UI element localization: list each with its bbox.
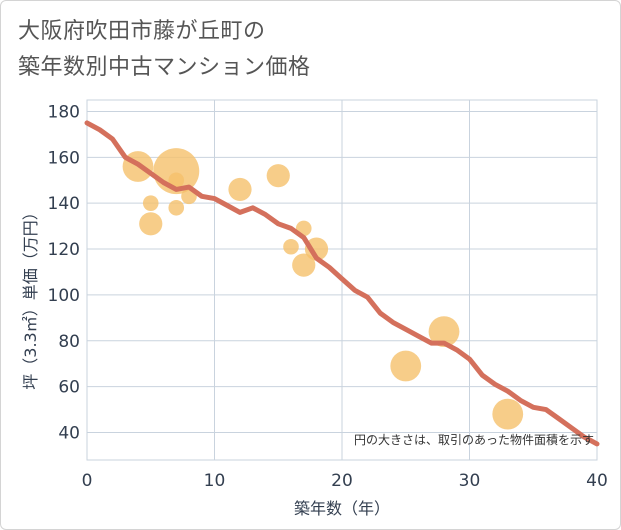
y-tick-label: 140 (48, 194, 80, 214)
bubble-point (139, 212, 163, 236)
y-tick-label: 120 (48, 240, 80, 260)
x-ticks: 0 10 20 30 40 (82, 471, 608, 491)
x-tick-label: 10 (204, 471, 226, 491)
x-axis-label: 築年数（年） (294, 499, 390, 518)
bubble-point (292, 253, 316, 277)
bubble-point (428, 316, 460, 347)
trend-line (84, 120, 600, 447)
bubble-point (492, 398, 524, 430)
x-tick-label: 0 (82, 471, 93, 491)
y-axis-label: 坪（3.3㎡）単価（万円） (21, 204, 40, 389)
title-line-2: 築年数別中古マンション価格 (18, 55, 311, 80)
bubble-size-note: 円の大きさは、取引のあった物件面積を示す (354, 432, 594, 447)
bubble-point (228, 177, 252, 202)
y-tick-label: 80 (58, 332, 80, 352)
y-tick-label: 180 (48, 102, 80, 122)
bubble-point (390, 350, 422, 382)
bubble-point (168, 172, 185, 189)
bubble-point (304, 237, 329, 261)
bubble-point (266, 164, 290, 188)
title-line-1: 大阪府吹田市藤が丘町の (18, 19, 266, 44)
y-tick-label: 40 (58, 423, 80, 443)
trend-line-group (84, 120, 600, 447)
bubble-point (283, 238, 299, 255)
bubble-point (168, 199, 185, 216)
x-tick-label: 40 (586, 471, 608, 491)
y-tick-label: 160 (48, 148, 80, 168)
y-tick-label: 100 (48, 286, 80, 306)
y-ticks: 40 60 80 100 120 140 160 180 (48, 102, 80, 443)
x-tick-label: 20 (331, 471, 353, 491)
chart-title: 大阪府吹田市藤が丘町の 築年数別中古マンション価格 (18, 14, 311, 86)
bubbles (122, 148, 524, 430)
bubble-point (142, 195, 159, 211)
x-tick-label: 30 (459, 471, 481, 491)
y-tick-label: 60 (58, 378, 80, 398)
